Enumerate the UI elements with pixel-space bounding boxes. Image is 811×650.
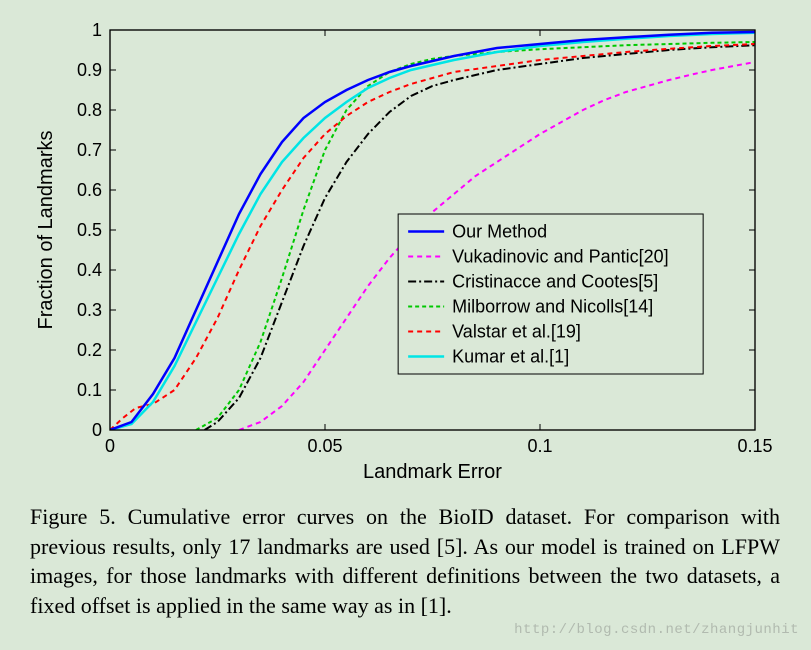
- x-axis-label: Landmark Error: [363, 461, 502, 483]
- legend-label: Valstar et al.[19]: [452, 322, 581, 342]
- y-axis-label: Fraction of Landmarks: [35, 131, 57, 330]
- y-tick-label: 0.2: [77, 340, 102, 360]
- legend-label: Our Method: [452, 222, 547, 242]
- watermark-text: http://blog.csdn.net/zhangjunhit: [514, 622, 799, 638]
- y-tick-label: 0.7: [77, 140, 102, 160]
- y-tick-label: 0.9: [77, 60, 102, 80]
- y-tick-label: 0.3: [77, 300, 102, 320]
- y-tick-label: 0.8: [77, 100, 102, 120]
- y-tick-label: 0.5: [77, 220, 102, 240]
- legend-label: Vukadinovic and Pantic[20]: [452, 247, 668, 267]
- y-tick-label: 0.1: [77, 380, 102, 400]
- y-tick-label: 1: [92, 20, 102, 40]
- x-tick-label: 0.15: [737, 436, 772, 456]
- figure-caption: Figure 5. Cumulative error curves on the…: [30, 502, 780, 621]
- x-tick-label: 0.05: [307, 436, 342, 456]
- chart-container: 0 0.05 0.1 0.15 0 0.1 0.2 0.3 0.4 0.5 0.6 0.7 0.8 0.9…: [30, 15, 780, 485]
- legend-label: Cristinacce and Cootes[5]: [452, 272, 658, 292]
- legend-label: Kumar et al.[1]: [452, 347, 569, 367]
- x-tick-label: 0.1: [527, 436, 552, 456]
- y-tick-label: 0.6: [77, 180, 102, 200]
- x-tick-label: 0: [105, 436, 115, 456]
- chart-svg: 0 0.05 0.1 0.15 0 0.1 0.2 0.3 0.4 0.5 0.6 0.7 0.8 0.9…: [30, 15, 780, 485]
- y-tick-label: 0.4: [77, 260, 102, 280]
- legend-label: Milborrow and Nicolls[14]: [452, 297, 653, 317]
- y-tick-label: 0: [92, 420, 102, 440]
